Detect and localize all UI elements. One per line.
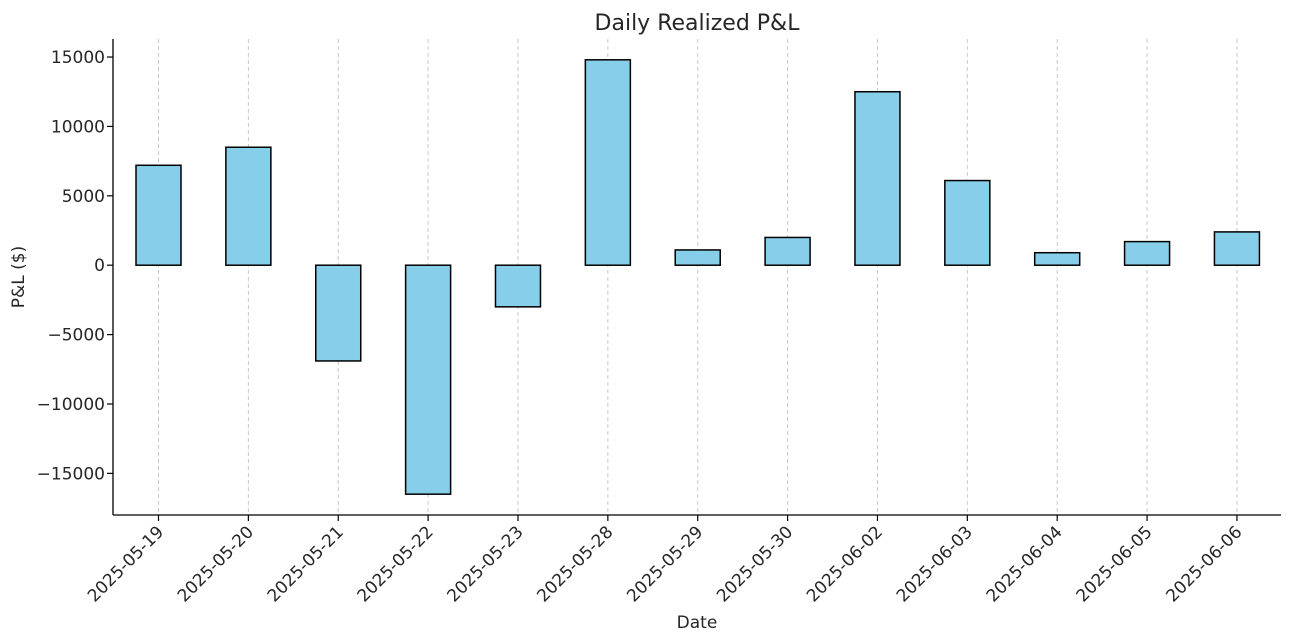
x-tick-label: 2025-05-30 <box>713 522 797 606</box>
x-tick-label: 2025-06-06 <box>1162 522 1246 606</box>
x-tick-label: 2025-06-03 <box>893 522 977 606</box>
x-tick-label: 2025-05-22 <box>354 522 438 606</box>
y-axis-label: P&L ($) <box>9 246 29 308</box>
y-tick-label: −15000 <box>37 464 105 484</box>
x-tick-label: 2025-06-05 <box>1073 522 1157 606</box>
axes <box>112 39 1281 516</box>
x-tick-label: 2025-06-04 <box>983 522 1067 606</box>
y-tick-label: 10000 <box>51 117 105 137</box>
y-tick-label: 0 <box>94 256 105 276</box>
x-tick-label: 2025-06-02 <box>803 522 887 606</box>
x-tick-label: 2025-05-20 <box>174 522 258 606</box>
x-axis-label: Date <box>677 613 718 633</box>
bar <box>494 264 542 308</box>
x-tick-label: 2025-05-29 <box>623 522 707 606</box>
y-tick-label: −10000 <box>37 395 105 415</box>
chart-title: Daily Realized P&L <box>595 11 801 36</box>
bar <box>764 236 811 266</box>
bar <box>225 146 272 266</box>
bar <box>1213 231 1261 266</box>
bar <box>944 179 991 266</box>
x-ticks: 2025-05-19 2025-05-20 2025-05-21 2025-05-22… <box>84 515 1246 606</box>
bar <box>314 264 362 362</box>
bar <box>1033 251 1081 266</box>
x-tick-label: 2025-05-28 <box>533 522 617 606</box>
bars <box>135 59 1261 495</box>
y-tick-label: 15000 <box>51 48 105 68</box>
y-tick-label: −5000 <box>47 326 105 346</box>
bar <box>404 264 452 495</box>
bar <box>674 249 721 266</box>
x-tick-label: 2025-05-21 <box>264 522 348 606</box>
x-tick-label: 2025-05-23 <box>444 522 528 606</box>
bar <box>135 164 182 266</box>
bar <box>584 59 632 266</box>
bar <box>854 90 901 266</box>
bar <box>1123 240 1171 266</box>
x-tick-label: 2025-05-19 <box>84 522 168 606</box>
y-tick-label: 5000 <box>62 187 105 207</box>
y-ticks: −15000 −10000 −5000 0 5000 10000 15000 <box>37 48 113 484</box>
